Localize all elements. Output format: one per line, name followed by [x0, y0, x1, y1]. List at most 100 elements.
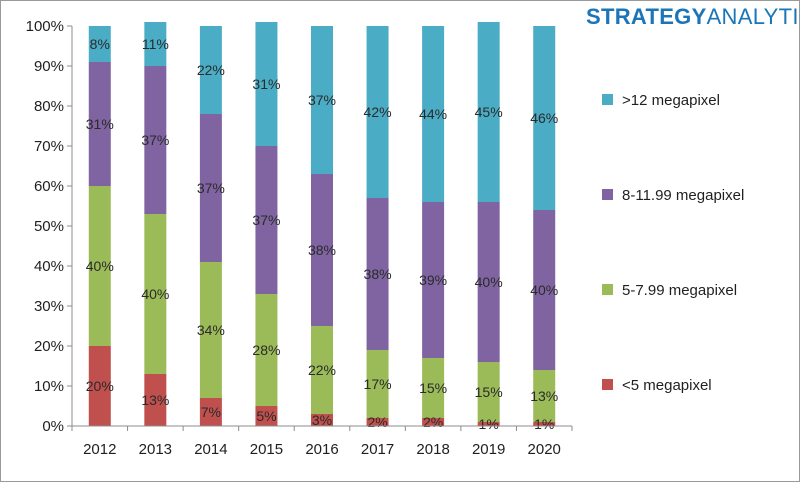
bar-segment: [311, 174, 333, 326]
data-label: 11%: [142, 36, 169, 52]
bar-segment: [88, 62, 111, 186]
bar-segment: [477, 202, 500, 362]
x-tick-label: 2017: [361, 441, 394, 458]
data-label: 7%: [201, 404, 221, 420]
bar-segment: [199, 262, 222, 398]
y-tick-label: 90%: [34, 58, 64, 75]
bar-segment: [533, 422, 556, 426]
legend-label: >12 megapixel: [622, 92, 720, 109]
bar-segment: [366, 198, 389, 350]
data-label: 31%: [86, 116, 114, 132]
logo-text-strategy: STRATEGY: [586, 4, 707, 29]
x-tick-label: 2016: [305, 441, 338, 458]
y-tick-label: 0%: [42, 418, 64, 435]
data-label: 2%: [423, 414, 443, 430]
data-label: 34%: [197, 322, 225, 338]
bar-segment: [422, 202, 445, 358]
legend-swatch: [602, 94, 613, 105]
bar-segment: [533, 370, 556, 422]
x-tick-label: 2019: [472, 441, 505, 458]
data-labels: 20% 40% 31% 8% 13% 40% 37% 11% 7% 34% 37% 22% 5% 28% 3…: [86, 36, 558, 432]
bar-segment: [477, 22, 500, 202]
data-label: 28%: [252, 342, 280, 358]
data-label: 40%: [530, 282, 558, 298]
bar-segment: [199, 398, 222, 426]
data-label: 22%: [308, 362, 336, 378]
y-axis: 0% 10% 20% 30% 40% 50% 60% 70% 80% 90% 100%: [26, 18, 73, 435]
data-label: 37%: [197, 180, 225, 196]
bars: [88, 22, 556, 426]
bar-segment: [366, 26, 389, 198]
data-label: 8%: [90, 36, 110, 52]
legend-label: 5-7.99 megapixel: [622, 282, 737, 299]
y-tick-label: 100%: [26, 18, 64, 35]
bar-segment: [255, 294, 278, 406]
data-label: 46%: [530, 110, 558, 126]
x-tick-label: 2015: [250, 441, 283, 458]
bar-segment: [422, 358, 445, 418]
data-label: 38%: [308, 242, 336, 258]
data-label: 15%: [419, 380, 447, 396]
bar-segment: [88, 186, 111, 346]
data-label: 2%: [367, 414, 387, 430]
data-label: 40%: [475, 274, 503, 290]
data-label: 13%: [530, 388, 558, 404]
data-label: 20%: [86, 378, 114, 394]
y-tick-label: 20%: [34, 338, 64, 355]
bar-segment: [255, 22, 278, 146]
legend-label: <5 megapixel: [622, 377, 712, 394]
bar-segment: [144, 22, 167, 66]
bar-segment: [255, 146, 278, 294]
data-label: 37%: [141, 132, 169, 148]
legend-swatch: [602, 284, 613, 295]
data-label: 38%: [364, 266, 392, 282]
data-label: 40%: [141, 286, 169, 302]
y-tick-label: 70%: [34, 138, 64, 155]
bar-segment: [144, 214, 167, 374]
bar-segment: [533, 26, 556, 210]
data-label: 37%: [308, 92, 336, 108]
logo-text-analytics: ANALYTICS: [706, 4, 800, 29]
x-tick-label: 2013: [139, 441, 172, 458]
data-label: 40%: [86, 258, 114, 274]
y-tick-label: 10%: [34, 378, 64, 395]
bar-segment: [311, 414, 333, 426]
bar-segment: [422, 26, 445, 202]
bar-segment: [311, 326, 333, 414]
data-label: 3%: [312, 412, 332, 428]
data-label: 44%: [419, 106, 447, 122]
data-label: 15%: [475, 384, 503, 400]
y-tick-label: 50%: [34, 218, 64, 235]
bar-segment: [477, 362, 500, 422]
data-label: 1%: [534, 416, 554, 432]
bar-segment: [366, 350, 389, 418]
data-label: 1%: [479, 416, 499, 432]
bar-segment: [255, 406, 278, 426]
legend-swatch: [602, 189, 613, 200]
data-label: 45%: [475, 104, 503, 120]
y-tick-label: 80%: [34, 98, 64, 115]
x-tick-label: 2012: [83, 441, 116, 458]
data-label: 42%: [364, 104, 392, 120]
x-tick-label: 2018: [416, 441, 449, 458]
y-tick-label: 40%: [34, 258, 64, 275]
x-tick-label: 2020: [528, 441, 561, 458]
bar-segment: [144, 374, 167, 426]
bar-segment: [199, 26, 222, 114]
legend-label: 8-11.99 megapixel: [622, 187, 744, 204]
data-label: 39%: [419, 272, 447, 288]
bar-segment: [311, 26, 333, 174]
x-axis: 2012 2013 2014 2015 2016 2017 2018 2019 2020: [71, 425, 573, 458]
bar-segment: [366, 418, 389, 426]
data-label: 17%: [364, 376, 392, 392]
bar-segment: [144, 66, 167, 214]
y-tick-label: 60%: [34, 178, 64, 195]
legend-swatch: [602, 379, 613, 390]
data-label: 37%: [252, 212, 280, 228]
bar-segment: [88, 26, 111, 62]
bar-segment: [477, 422, 500, 426]
x-tick-label: 2014: [194, 441, 227, 458]
bar-segment: [533, 210, 556, 370]
